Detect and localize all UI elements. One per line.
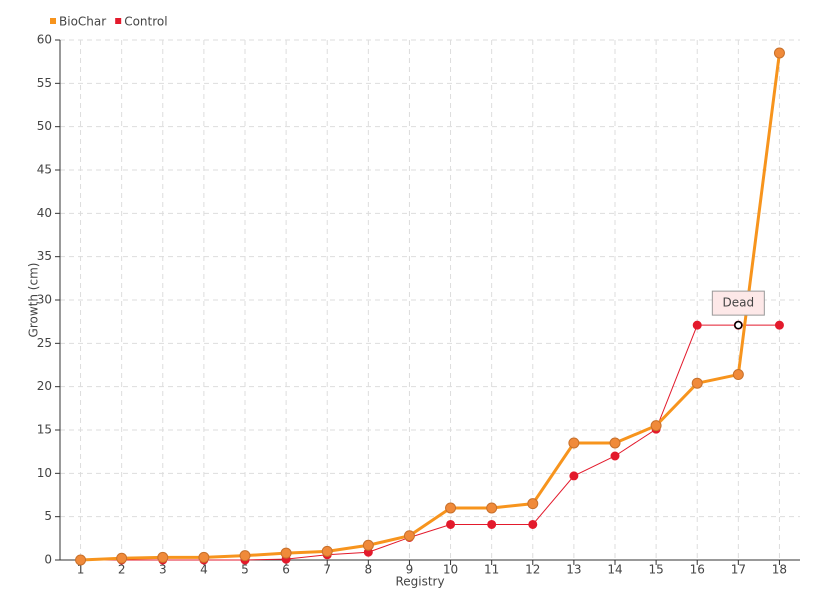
data-point — [691, 377, 703, 389]
data-point — [528, 519, 538, 529]
data-point — [362, 539, 374, 551]
data-point — [568, 437, 580, 449]
annotation-marker — [734, 320, 743, 330]
data-point — [403, 530, 415, 542]
x-tick-label: 6 — [282, 563, 290, 577]
data-point — [569, 471, 579, 481]
annotation-box — [711, 290, 765, 316]
data-point — [445, 502, 457, 514]
y-tick-label: 0 — [44, 553, 52, 567]
data-point — [486, 502, 498, 514]
legend-swatch — [50, 18, 56, 24]
x-tick-label: 7 — [323, 563, 331, 577]
series-line — [80, 52, 781, 562]
data-point — [487, 519, 497, 529]
data-point — [732, 369, 744, 381]
y-tick-label: 45 — [37, 163, 52, 177]
y-tick-label: 55 — [37, 76, 52, 90]
series-line — [80, 324, 780, 561]
y-tick-label: 40 — [37, 206, 52, 220]
data-point — [692, 320, 702, 330]
x-tick-label: 14 — [607, 563, 622, 577]
data-point — [773, 47, 785, 59]
y-tick-label: 50 — [37, 119, 52, 133]
x-tick-label: 10 — [443, 563, 458, 577]
x-tick-label: 17 — [731, 563, 746, 577]
legend-label: BioChar — [59, 15, 106, 29]
x-axis-label: Registry — [395, 575, 444, 589]
x-tick-label: 3 — [159, 563, 167, 577]
x-tick-label: 16 — [690, 563, 705, 577]
y-tick-label: 60 — [37, 33, 52, 47]
x-tick-label: 13 — [566, 563, 581, 577]
y-tick-label: 35 — [37, 249, 52, 263]
y-axis-label: Growth (cm) — [27, 263, 41, 338]
x-tick-label: 8 — [365, 563, 373, 577]
y-tick-label: 15 — [37, 423, 52, 437]
x-tick-label: 9 — [406, 563, 414, 577]
data-point — [239, 550, 251, 562]
data-point — [650, 420, 662, 432]
x-tick-label: 2 — [118, 563, 126, 577]
data-point — [321, 545, 333, 557]
y-tick-label: 20 — [37, 379, 52, 393]
annotation-label: Dead — [723, 296, 755, 310]
data-point — [157, 551, 169, 563]
data-point — [446, 519, 456, 529]
y-tick-label: 10 — [37, 466, 52, 480]
data-point — [527, 498, 539, 510]
x-tick-label: 15 — [648, 563, 663, 577]
data-point — [609, 437, 621, 449]
legend-swatch — [115, 18, 122, 24]
x-tick-label: 1 — [77, 563, 85, 577]
x-tick-label: 18 — [772, 563, 787, 577]
data-point — [280, 547, 292, 559]
x-tick-label: 12 — [525, 563, 540, 577]
data-point — [610, 451, 620, 461]
data-point — [116, 552, 128, 564]
x-tick-label: 5 — [241, 563, 249, 577]
x-tick-label: 11 — [484, 563, 499, 577]
data-point — [198, 551, 210, 563]
data-point — [774, 320, 784, 330]
x-tick-label: 4 — [200, 563, 208, 577]
y-tick-label: 30 — [37, 293, 52, 307]
y-tick-label: 25 — [37, 336, 52, 350]
data-point — [75, 554, 87, 566]
y-tick-label: 5 — [44, 509, 52, 523]
legend-label: Control — [124, 15, 167, 29]
